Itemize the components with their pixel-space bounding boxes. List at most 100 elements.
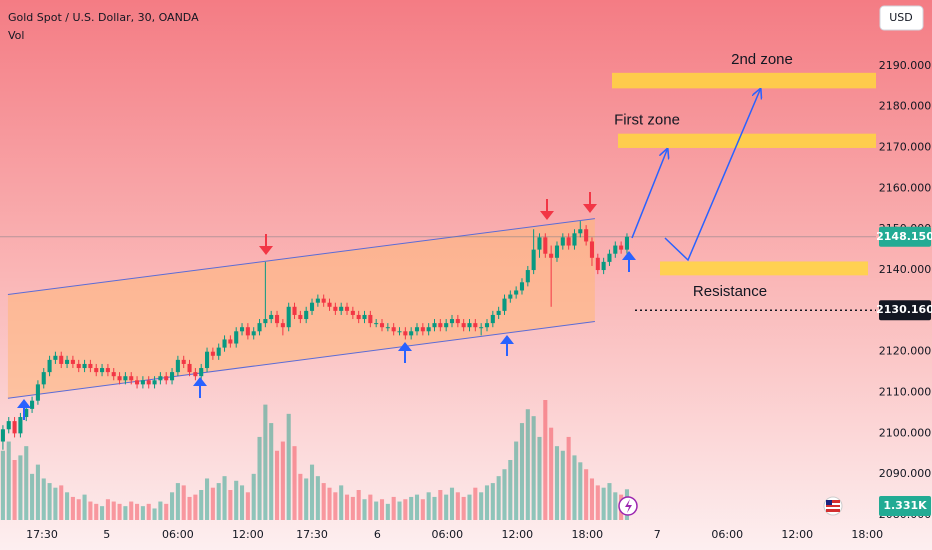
volume-bar: [502, 469, 507, 520]
candle-body: [613, 245, 618, 254]
candle-body: [263, 319, 268, 324]
candle-body: [280, 323, 285, 328]
volume-bar: [514, 441, 519, 520]
zone-label: 2nd zone: [731, 51, 793, 68]
candle-body: [135, 380, 140, 385]
candle-body: [82, 363, 87, 369]
volume-bar: [519, 423, 525, 520]
candle-body: [251, 331, 256, 336]
candle-body: [0, 429, 5, 442]
volume-bar: [479, 492, 484, 520]
volume-bar: [24, 446, 29, 520]
volume-bar: [327, 487, 332, 520]
volume-bar: [543, 400, 548, 520]
volume-bar: [146, 503, 151, 520]
volume-bar: [100, 506, 105, 520]
candle-body: [379, 323, 385, 328]
last-price-tag-bg: [879, 226, 931, 247]
volume-bar: [35, 464, 40, 520]
candle-body: [327, 302, 332, 307]
chart-title: Gold Spot / U.S. Dollar, 30, OANDA: [8, 11, 199, 24]
y-tick-label: 2160.000: [879, 181, 932, 194]
volume-bar: [444, 494, 449, 520]
volume-bar: [566, 436, 571, 520]
candle-body: [88, 363, 93, 369]
volume-bar: [461, 496, 466, 520]
candle-body: [76, 363, 81, 369]
volume-bar: [210, 487, 215, 520]
candle-body: [175, 359, 180, 373]
candle-body: [257, 323, 262, 332]
candle-body: [286, 306, 291, 328]
volume-bar: [251, 473, 256, 520]
volume-bar: [152, 508, 157, 520]
volume-bar: [228, 490, 233, 520]
volume-bar: [0, 450, 5, 520]
candle-body: [333, 306, 338, 311]
volume-bar: [607, 483, 612, 520]
icons: [618, 496, 843, 516]
candle-body: [298, 314, 303, 320]
volume-bar: [88, 501, 93, 520]
candle-body: [537, 237, 542, 250]
candle-body: [70, 359, 75, 364]
candle-body: [210, 351, 215, 356]
volume-bar: [397, 501, 402, 520]
volume-bar: [175, 483, 180, 520]
candle-body: [199, 368, 204, 377]
volume-bar: [53, 487, 58, 520]
y-tick-label: 2170.000: [879, 141, 932, 154]
volume-bar: [117, 503, 122, 520]
candle-body: [339, 306, 344, 311]
candle-body: [187, 363, 192, 373]
volume-bar: [234, 480, 239, 520]
candle-body: [601, 261, 606, 271]
candle-body: [321, 298, 326, 303]
candle-body: [117, 376, 122, 381]
volume-bar: [70, 496, 75, 520]
volume-bar: [304, 478, 309, 520]
volume-bar: [414, 494, 420, 520]
candle-body: [105, 368, 110, 373]
volume-bar: [525, 409, 530, 520]
candle-body: [584, 229, 589, 242]
candle-body: [309, 302, 315, 311]
volume-bar: [263, 404, 268, 520]
currency-button[interactable]: [879, 5, 924, 31]
volume-bar: [158, 501, 163, 520]
volume-bar: [216, 483, 221, 520]
arrows: [17, 90, 760, 420]
last-price-tag: 2148.150: [876, 230, 932, 243]
candle-body: [484, 323, 490, 328]
volume-bar: [239, 485, 245, 520]
candle-body: [111, 372, 116, 377]
candle-body: [30, 400, 35, 409]
candle-body: [216, 347, 221, 356]
volume-bar: [554, 446, 560, 520]
candle-body: [65, 359, 70, 364]
candle-body: [234, 331, 239, 344]
x-tick-label: 06:00: [711, 528, 743, 541]
volume-bar: [170, 492, 175, 520]
zone: [660, 261, 868, 276]
volume-title: Vol: [8, 29, 24, 42]
volume-bar: [199, 490, 204, 520]
candle-body: [239, 327, 245, 332]
candle-body: [158, 376, 163, 381]
volume-bar: [193, 494, 198, 520]
candle-body: [578, 229, 583, 234]
volume-bar: [438, 490, 443, 520]
candle-body: [18, 417, 23, 434]
volume-bar: [432, 496, 437, 520]
zone-label: First zone: [614, 112, 680, 129]
x-tick-label: 12:00: [501, 528, 533, 541]
candle-body: [589, 241, 595, 258]
candle-body: [344, 306, 350, 311]
currency[interactable]: USD: [889, 11, 913, 24]
volume-bar: [578, 462, 583, 520]
y-tick-label: 2120.000: [879, 345, 932, 358]
volume-bar: [560, 450, 565, 520]
candle-body: [100, 368, 105, 373]
candle-body: [479, 327, 484, 329]
candle-body: [514, 290, 519, 295]
